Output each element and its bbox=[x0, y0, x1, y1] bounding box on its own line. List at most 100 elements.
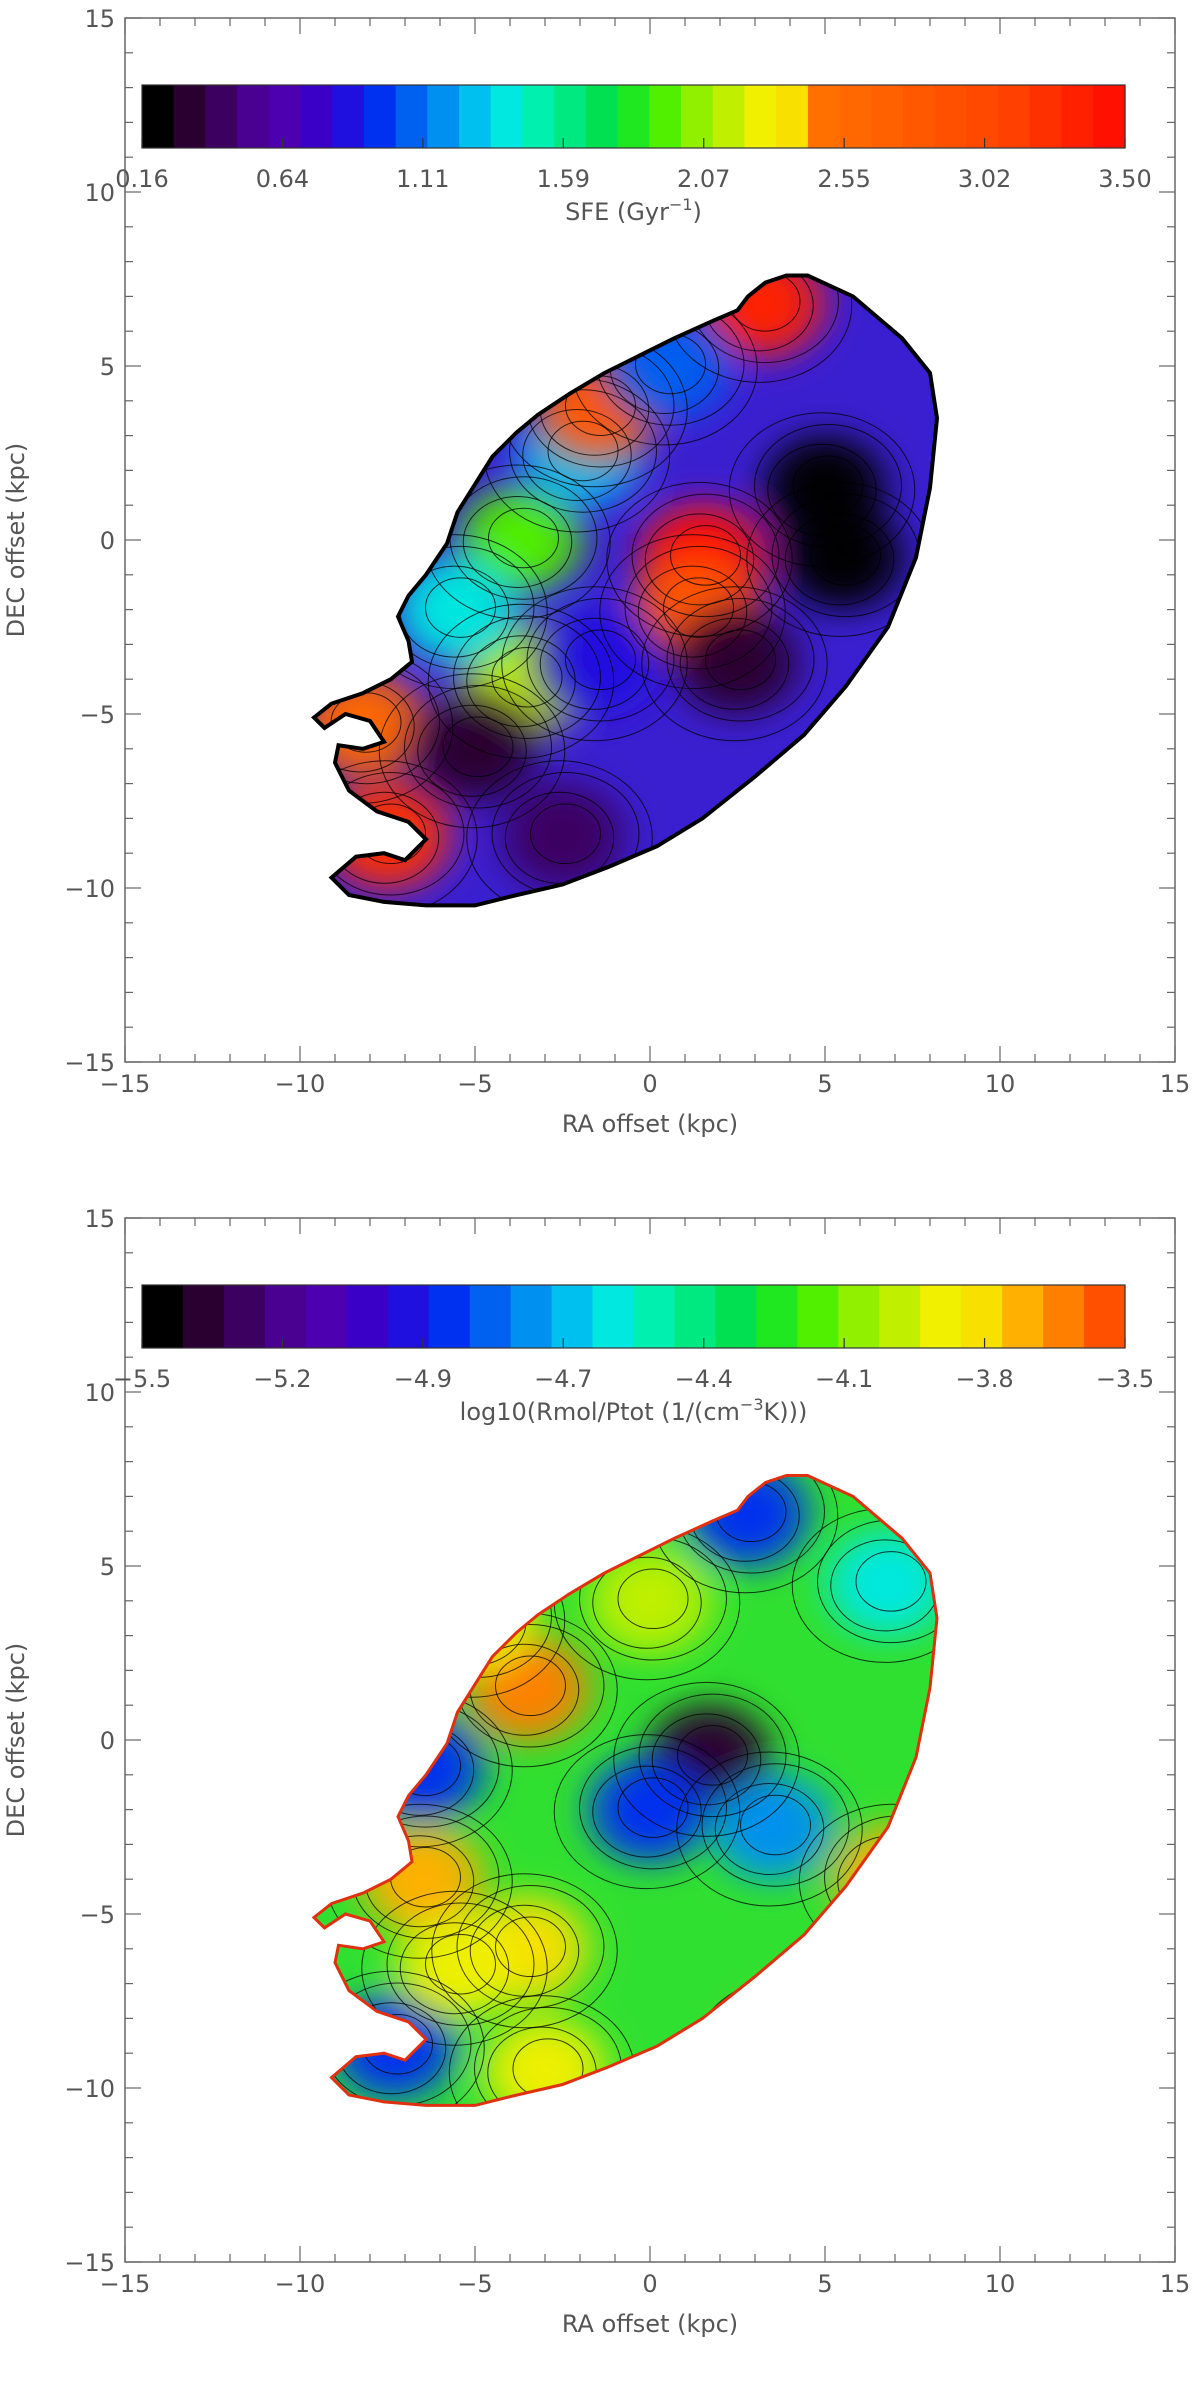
contour-line bbox=[539, 617, 650, 710]
contour-line bbox=[425, 1933, 496, 1995]
colorbar-swatch bbox=[363, 85, 397, 148]
contour-line bbox=[666, 598, 815, 722]
map-feature bbox=[637, 337, 698, 395]
contour-line bbox=[488, 507, 559, 569]
map-feature bbox=[714, 1988, 866, 2106]
contour-line bbox=[417, 1574, 527, 1667]
contour-line bbox=[579, 1745, 727, 1870]
contour-line bbox=[526, 598, 675, 722]
galaxy-map bbox=[314, 275, 937, 906]
x-tick-label: 15 bbox=[1160, 2270, 1191, 2298]
contour-line bbox=[677, 1725, 748, 1786]
y-tick-label: 15 bbox=[84, 1205, 115, 1233]
colorbar-swatch bbox=[1084, 1285, 1126, 1348]
map-feature bbox=[444, 720, 506, 778]
contour-line bbox=[469, 1904, 580, 1997]
contour-line bbox=[522, 409, 632, 501]
colorbar-label: log10(Rmol/Ptot (1/(cm−3K))) bbox=[460, 1395, 808, 1426]
contour-line bbox=[719, 1989, 867, 2106]
colorbar-swatch bbox=[617, 85, 650, 148]
x-axis-label: RA offset (kpc) bbox=[562, 2310, 738, 2338]
colorbar-swatch bbox=[182, 1285, 225, 1348]
colorbar-swatch bbox=[142, 1285, 184, 1348]
x-axis-label: RA offset (kpc) bbox=[562, 1110, 738, 1138]
map-feature bbox=[842, 1832, 937, 1926]
contour-line bbox=[663, 577, 734, 638]
map-feature bbox=[567, 633, 628, 691]
contour-line bbox=[501, 586, 688, 742]
map-feature bbox=[619, 1572, 681, 1630]
colorbar-tick-label: 0.16 bbox=[115, 165, 168, 193]
contour-line bbox=[701, 1763, 850, 1887]
x-tick-label: 10 bbox=[985, 1070, 1016, 1098]
colorbar-tick-label: 1.11 bbox=[396, 165, 449, 193]
contour-line bbox=[314, 760, 478, 906]
contour-line bbox=[417, 704, 527, 797]
colorbar-swatch bbox=[428, 1285, 471, 1348]
colorbar-swatch bbox=[1093, 85, 1126, 148]
colorbar-swatch bbox=[879, 1285, 921, 1348]
contour-line bbox=[676, 1751, 863, 1907]
colorbar-swatch bbox=[903, 85, 936, 148]
colorbar-swatch bbox=[1061, 85, 1094, 148]
y-axis-label: DEC offset (kpc) bbox=[2, 443, 30, 638]
y-tick-label: 15 bbox=[84, 5, 115, 33]
colorbar-swatch bbox=[205, 85, 238, 148]
colorbar-label: SFE (Gyr−1) bbox=[565, 195, 702, 226]
colorbar-swatch bbox=[551, 1285, 594, 1348]
galaxy-edge bbox=[311, 1474, 939, 2107]
colorbar-swatch bbox=[920, 1285, 962, 1348]
colorbar: −5.5 −5.2 −4.9 −4.7 −4.4 −4.1 −3.8 −3.5 log10(Rm… bbox=[113, 1284, 1154, 1426]
colorbar-tick-label: −5.5 bbox=[113, 1365, 171, 1393]
galaxy-edge bbox=[310, 273, 940, 908]
colorbar-swatch bbox=[223, 1285, 266, 1348]
colorbar-tick-label: 1.59 bbox=[537, 165, 590, 193]
x-tick-label: 0 bbox=[642, 1070, 657, 1098]
sfe-panel: −15 −10 −5 0 5 10 15 15 10 5 0 −5 −10 −15 RA offset (k… bbox=[0, 0, 1200, 1180]
x-tick-label: −5 bbox=[457, 2270, 492, 2298]
contour-line bbox=[810, 525, 881, 586]
colorbar-tick-label: 3.50 bbox=[1098, 165, 1151, 193]
contour-line bbox=[754, 424, 902, 548]
colorbar-swatch bbox=[592, 1285, 635, 1348]
colorbar-swatch bbox=[712, 85, 746, 148]
contour-line bbox=[431, 1873, 618, 2029]
contour-line bbox=[386, 1902, 535, 2026]
colorbar-swatch bbox=[998, 85, 1031, 148]
colorbar-tick-label: 3.02 bbox=[958, 165, 1011, 193]
contour-line bbox=[679, 617, 790, 710]
y-tick-label: −15 bbox=[64, 2249, 115, 2277]
map-feature bbox=[742, 1798, 803, 1856]
map-feature bbox=[427, 581, 488, 638]
colorbar-swatch bbox=[756, 1285, 798, 1348]
colorbar-swatch bbox=[469, 1285, 512, 1348]
x-tick-label: 0 bbox=[642, 2270, 657, 2298]
map-feature bbox=[532, 807, 593, 865]
colorbar-tick-label: −4.4 bbox=[675, 1365, 733, 1393]
contour-line bbox=[378, 673, 566, 829]
map-feature bbox=[748, 2015, 832, 2091]
y-tick-label: 5 bbox=[100, 1553, 115, 1581]
y-tick-label: 0 bbox=[100, 1727, 115, 1755]
colorbar-swatch bbox=[459, 85, 492, 148]
y-tick-label: 10 bbox=[84, 179, 115, 207]
colorbar-frame bbox=[141, 1284, 1126, 1349]
contour-line bbox=[637, 565, 748, 658]
contour-line bbox=[830, 1539, 937, 1632]
colorbar-swatch bbox=[838, 1285, 880, 1348]
y-tick-label: −10 bbox=[64, 875, 115, 903]
contour-line bbox=[740, 1794, 811, 1856]
contour-line bbox=[565, 629, 636, 691]
rmol-ptot-chart: −15 −10 −5 0 5 10 15 15 10 5 0 −5 −10 −15 RA offset (k… bbox=[2, 1205, 1191, 2338]
map-feature bbox=[725, 1997, 855, 2106]
y-tick-label: −10 bbox=[64, 2075, 115, 2103]
colorbar-swatch bbox=[966, 85, 999, 148]
contour-line bbox=[453, 615, 601, 739]
y-tick-label: −5 bbox=[80, 701, 115, 729]
colorbar-swatch bbox=[300, 85, 333, 148]
map-feature bbox=[444, 1589, 506, 1647]
contour-line bbox=[617, 1568, 689, 1630]
colorbar-tick-label: −4.7 bbox=[534, 1365, 592, 1393]
map-feature bbox=[737, 2006, 843, 2100]
colorbar-tick-label: −4.1 bbox=[815, 1365, 873, 1393]
